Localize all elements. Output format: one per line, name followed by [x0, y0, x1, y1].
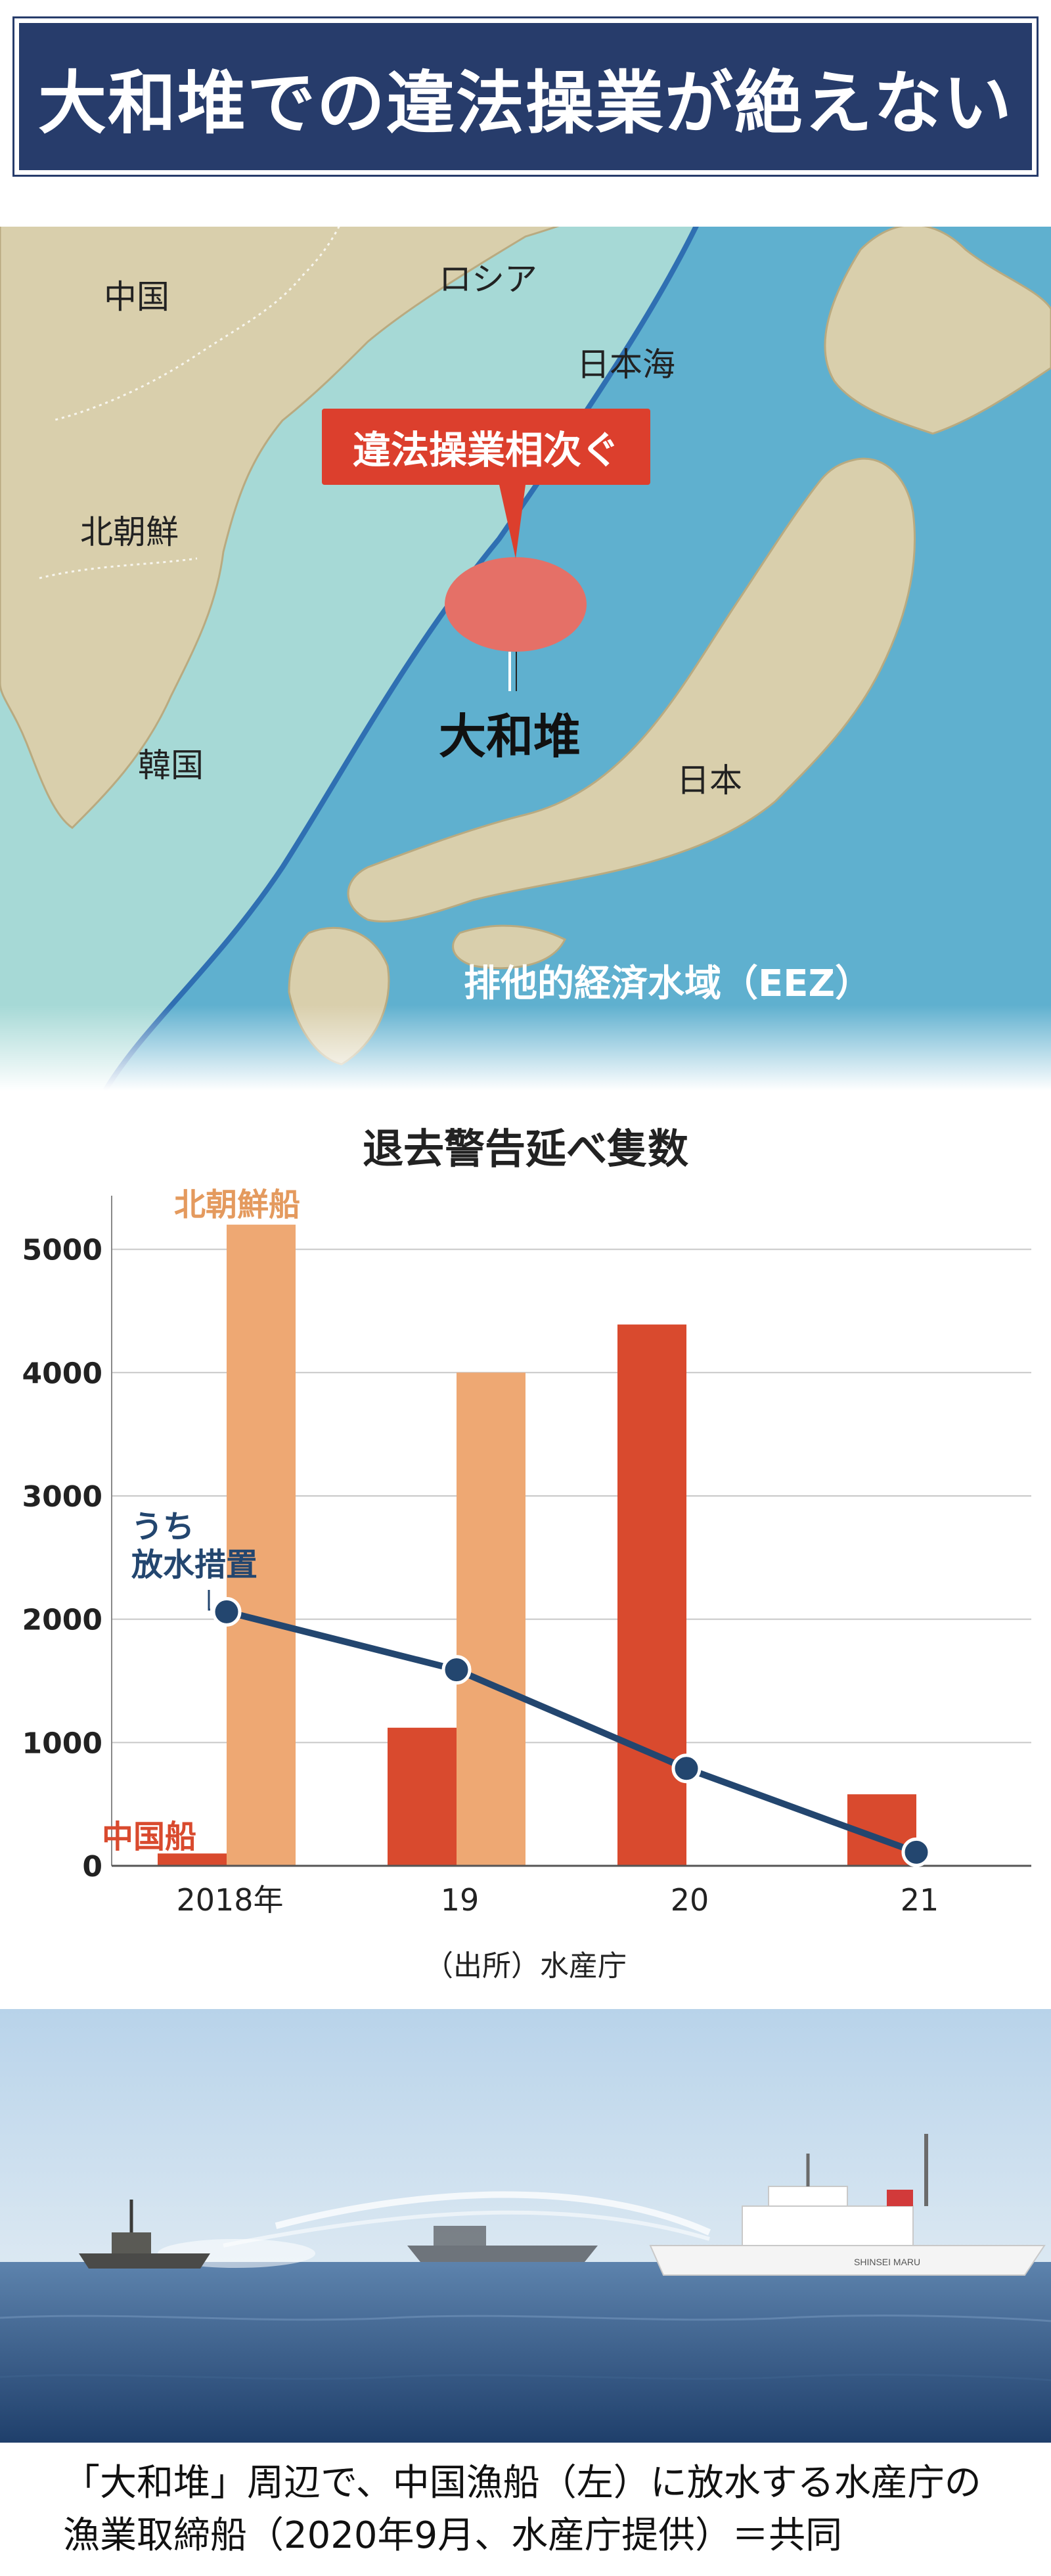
point-water-cannon — [671, 1753, 702, 1784]
map-graphic — [0, 130, 1051, 1091]
honshu — [347, 457, 916, 923]
eez-boundary — [102, 130, 738, 1091]
bar-north-korea — [457, 1372, 526, 1866]
y-tick-label: 1000 — [22, 1727, 102, 1760]
fishing-boat-2 — [407, 2246, 598, 2262]
bar-north-korea — [227, 1225, 296, 1866]
shikoku — [452, 924, 567, 970]
sea — [0, 2262, 1051, 2443]
chart-source: （出所）水産庁 — [424, 1949, 627, 1983]
border-lines — [52, 131, 353, 422]
yamato-bank-area — [445, 557, 587, 652]
label-eez: 排他的経済水域（EEZ） — [464, 962, 872, 1005]
label-russia: ロシア — [439, 260, 537, 298]
waves — [0, 2315, 1051, 2322]
map-fade — [0, 1005, 1051, 1091]
legend-china: 中国船 — [102, 1819, 196, 1855]
page-title: 大和堆での違法操業が絶えない — [37, 62, 1013, 143]
caption-line-1: 「大和堆」周辺で、中国漁船（左）に放水する水産庁の — [63, 2462, 981, 2504]
y-tick-label: 4000 — [22, 1357, 102, 1390]
title-box: 大和堆での違法操業が絶えない — [12, 16, 1039, 177]
patrol-ship-bridge — [742, 2205, 914, 2246]
point-water-cannon — [901, 1837, 931, 1867]
line-water-cannon — [225, 1608, 918, 1856]
ship-name-text: SHINSEI MARU — [854, 2257, 920, 2267]
x-tick-label: 2018年 — [176, 1882, 283, 1918]
fishing-boat-2-cabin — [434, 2226, 486, 2246]
legend-water-cannon: 放水措置 — [131, 1547, 257, 1583]
y-tick-label: 3000 — [22, 1480, 102, 1514]
legend-north-korea: 北朝鮮船 — [174, 1186, 300, 1223]
label-china: 中国 — [104, 278, 169, 316]
fishing-boat-1-cabin — [112, 2232, 151, 2253]
bar-china — [388, 1727, 457, 1866]
photo-illustration: SHINSEI MARU — [0, 2009, 1051, 2443]
x-tick-label: 19 — [441, 1882, 480, 1918]
header-band: 大和堆での違法操業が絶えない — [0, 0, 1051, 227]
water-spray — [275, 2191, 711, 2236]
legend-water-cannon: うち — [131, 1508, 194, 1545]
label-japan: 日本 — [677, 761, 742, 800]
news-photo: SHINSEI MARU — [0, 2009, 1051, 2443]
x-tick-label: 20 — [671, 1882, 709, 1918]
bar-china — [158, 1853, 227, 1866]
photo-caption: 「大和堆」周辺で、中国漁船（左）に放水する水産庁の 漁業取締船（2020年9月、… — [63, 2457, 1009, 2562]
border-dmz — [39, 557, 198, 579]
hokkaido — [824, 224, 1051, 435]
chart-title: 退去警告延べ隻数 — [362, 1125, 688, 1173]
y-tick-label: 5000 — [22, 1234, 102, 1267]
y-tick-label: 2000 — [22, 1604, 102, 1637]
legend-leader-line — [208, 1590, 210, 1611]
x-tick-label: 21 — [901, 1882, 939, 1918]
patrol-ship-upper — [768, 2186, 848, 2207]
water-spray-2 — [223, 2210, 710, 2248]
fishing-boat-1 — [79, 2253, 210, 2269]
callout-pointer — [499, 485, 526, 558]
patrol-ship-hull — [649, 2245, 1046, 2276]
patrol-ship-funnel — [887, 2190, 913, 2206]
point-water-cannon — [212, 1596, 242, 1627]
map: 中国 ロシア 日本海 北朝鮮 韓国 日本 大和堆 排他的経済水域（EEZ） 違法… — [0, 0, 1051, 1091]
label-south-korea: 韓国 — [138, 746, 204, 784]
label-north-korea: 北朝鮮 — [80, 513, 179, 551]
label-sea-of-japan: 日本海 — [577, 346, 675, 384]
label-yamato-bank: 大和堆 — [439, 709, 581, 764]
continent — [0, 130, 679, 829]
point-water-cannon — [441, 1655, 472, 1685]
illegal-fishing-callout: 違法操業相次ぐ — [322, 409, 650, 485]
waves-2 — [0, 2374, 1051, 2382]
bar-china — [617, 1324, 686, 1866]
y-tick-label: 0 — [82, 1850, 102, 1884]
caption-line-2: 漁業取締船（2020年9月、水産庁提供）＝共同 — [63, 2514, 843, 2557]
